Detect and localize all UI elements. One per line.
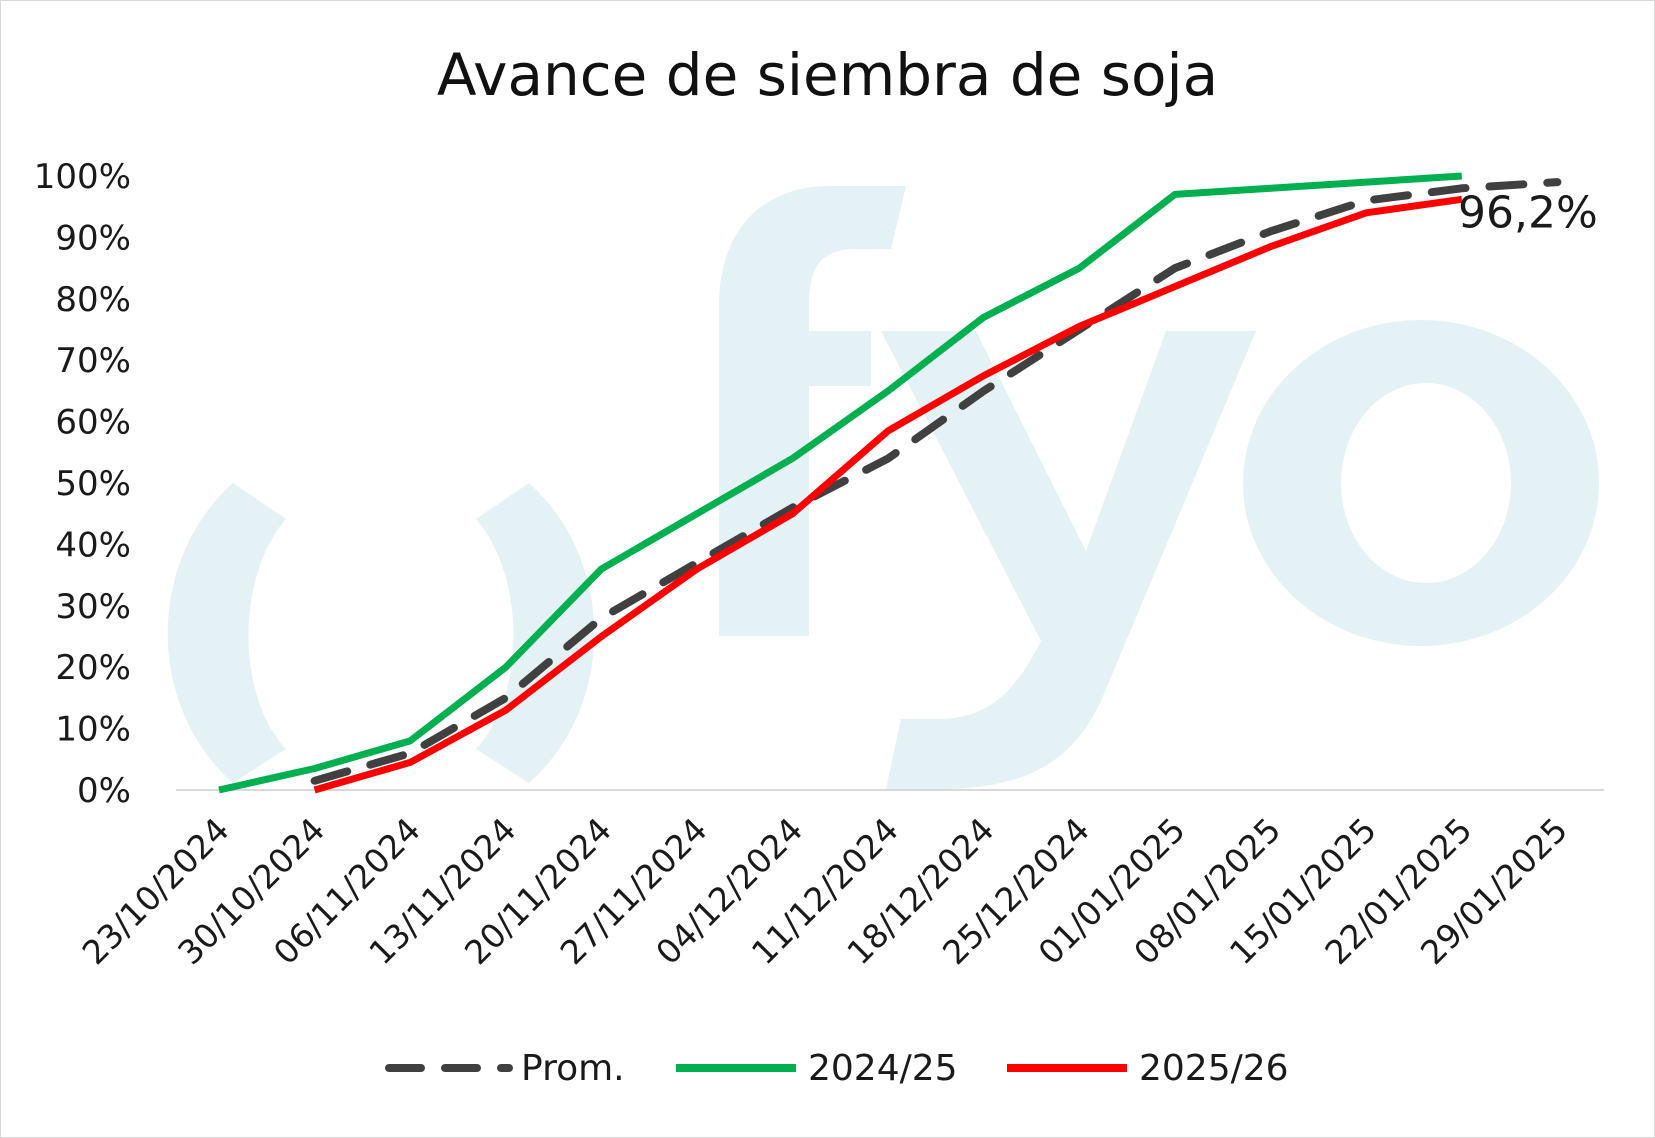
watermark-letter-f [719,186,906,636]
legend: Prom. 2024/25 2025/26 [385,1048,1289,1089]
watermark-paren-left [167,483,286,783]
fyo-watermark-logo [167,186,1599,790]
y-tick-label: 90% [55,218,131,258]
annotations: 96,2% [1458,187,1598,238]
series-line-prom [310,178,1562,785]
y-tick-label: 20% [55,648,131,688]
y-tick-label: 40% [55,525,131,565]
data-label: 96,2% [1458,187,1598,238]
y-tick-label: 30% [55,587,131,627]
y-tick-label: 100% [34,157,131,197]
series-line-202526 [313,195,1463,794]
y-tick-label: 50% [55,464,131,504]
watermark-letter-y [881,331,1256,790]
series-lines [218,172,1562,794]
series-line-202425 [218,172,1463,794]
y-tick-label: 60% [55,403,131,443]
legend-label: 2024/25 [808,1048,958,1089]
watermark-letter-o-hole [1341,383,1511,583]
y-tick-label: 70% [55,341,131,381]
chart-title: Avance de siembra de soja [436,41,1219,109]
legend-label: Prom. [521,1048,625,1089]
legend-label: 2025/26 [1139,1048,1289,1089]
y-tick-label: 80% [55,280,131,320]
y-tick-label: 0% [77,771,131,811]
y-tick-label: 10% [55,710,131,750]
